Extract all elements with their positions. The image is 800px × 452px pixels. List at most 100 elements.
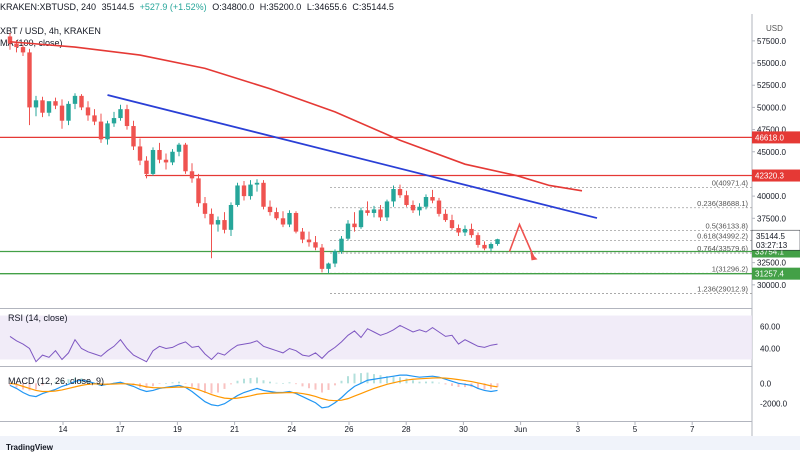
candle-body[interactable] [27,52,32,108]
candle-body[interactable] [449,220,455,229]
candle-body[interactable] [306,239,312,243]
chart-symbol-title[interactable]: XBT / USD, 4h, KRAKEN [0,26,101,36]
candle-body[interactable] [332,251,338,264]
candle-body[interactable] [469,228,474,236]
candle-body[interactable] [293,212,299,232]
candle-body[interactable] [287,212,292,225]
candle-body[interactable] [222,220,227,230]
candle-body[interactable] [111,118,117,124]
candle-body[interactable] [235,185,240,205]
candle-body[interactable] [131,126,136,147]
macd-histogram-bar [35,383,37,390]
candle-body[interactable] [456,228,461,233]
macd-histogram-bar [256,377,258,384]
candle-body[interactable] [137,146,143,161]
macd-histogram-bar [249,378,252,384]
candle-body[interactable] [209,213,214,225]
candle-body[interactable] [183,144,188,172]
candle-body[interactable] [423,197,429,207]
candle-body[interactable] [404,195,409,205]
candle-body[interactable] [105,123,110,140]
macd-histogram-bar [379,375,382,384]
candle-body[interactable] [274,212,279,219]
candle-body[interactable] [170,151,175,163]
candle-body[interactable] [163,159,169,163]
candle-body[interactable] [488,244,494,249]
candle-body[interactable] [313,242,318,248]
candle-body[interactable] [339,238,344,252]
signal-line[interactable] [9,377,498,402]
macd-histogram-bar [496,383,499,387]
candle-body[interactable] [144,160,149,174]
candle-body[interactable] [98,121,104,140]
candle-body[interactable] [53,101,58,106]
candle-body[interactable] [365,210,370,213]
candle-body[interactable] [40,100,45,113]
candle-body[interactable] [196,178,201,204]
candle-body[interactable] [202,203,208,214]
candle-body[interactable] [371,209,377,213]
candle-body[interactable] [300,231,305,240]
candle-body[interactable] [228,204,234,230]
candle-body[interactable] [176,144,182,152]
macd-histogram-bar [210,383,213,394]
candle-body[interactable] [124,109,130,127]
candle-body[interactable] [14,43,19,48]
trend-line[interactable] [107,94,598,219]
candle-body[interactable] [241,185,247,197]
candle-body[interactable] [85,107,91,116]
candle-body[interactable] [150,149,156,174]
footer-bar [0,436,800,450]
candle-body[interactable] [79,95,84,108]
tradingview-logo[interactable]: TradingView [6,443,53,452]
candle-body[interactable] [215,220,221,225]
candle-body[interactable] [319,247,325,269]
candle-body[interactable] [482,244,487,249]
candle-body[interactable] [267,206,273,213]
candle-body[interactable] [378,209,383,218]
candle-body[interactable] [430,197,435,201]
candle-body[interactable] [462,228,468,233]
candle-body[interactable] [384,201,390,218]
candle-body[interactable] [72,95,78,104]
price-chart[interactable]: 57500.0 55000.0 52500.0 50000.0 47500.0 45000… [0,0,800,436]
candle-body[interactable] [92,115,97,122]
candle-body[interactable] [189,171,195,179]
candle-body[interactable] [397,189,403,196]
candle-body[interactable] [436,200,442,214]
moving-average-line[interactable] [9,40,583,192]
candle-body[interactable] [20,47,26,53]
candle-body[interactable] [495,239,500,245]
candle-body[interactable] [7,36,13,44]
macd-histogram-bar [340,380,343,384]
candle-body[interactable] [33,100,39,108]
price-change: +527.9 (+1.52%) [139,2,207,12]
candle-body[interactable] [248,184,253,197]
rsi-indicator-label[interactable]: RSI (14, close) [8,313,68,323]
candle-body[interactable] [443,213,448,221]
candle-body[interactable] [391,189,396,202]
macd-line[interactable] [9,374,498,409]
candle-body[interactable] [118,109,123,119]
macd-indicator-label[interactable]: MACD (12, 26, close, 9) [8,376,105,386]
candle-body[interactable] [261,182,266,207]
candle-body[interactable] [358,210,364,228]
candle-body[interactable] [59,105,65,121]
candle-body[interactable] [157,149,162,160]
rsi-line[interactable] [9,324,498,363]
y-tick-label: 45000.0 [757,148,786,157]
candle-body[interactable] [46,101,52,113]
candle-body[interactable] [254,182,260,185]
candle-body[interactable] [352,223,357,228]
candle-body[interactable] [280,218,286,225]
macd-histogram-bar [451,383,453,386]
candle-body[interactable] [345,223,351,239]
candle-body[interactable] [410,204,416,211]
candle-body[interactable] [417,206,422,211]
candle-body[interactable] [326,263,331,269]
macd-histogram-bar [282,383,284,384]
macd-histogram-bar [275,382,278,384]
candle-body[interactable] [66,103,71,121]
macd-histogram-bar [438,382,440,384]
candle-body[interactable] [475,235,481,245]
